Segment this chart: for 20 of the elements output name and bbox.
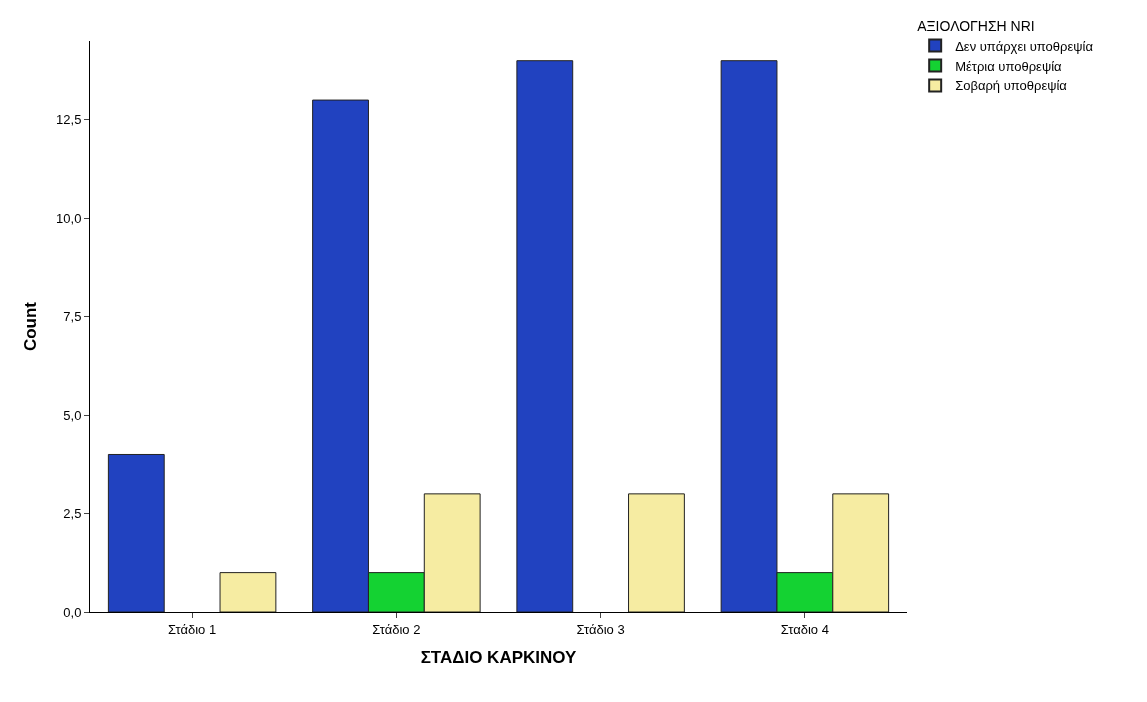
y-tick-label: 5,0 [63, 407, 82, 423]
x-tick-label: Σταδιο 4 [780, 621, 829, 637]
legend-label: Μέτρια υποθρεψία [955, 58, 1063, 74]
y-tick-label: 0,0 [63, 604, 82, 620]
y-tick-label: 12,5 [56, 112, 82, 128]
y-tick-label: 10,0 [56, 210, 82, 226]
legend-title: ΑΞΙΟΛΟΓΗΣΗ NRI [917, 17, 1035, 34]
x-tick-label: Στάδιο 2 [372, 621, 421, 637]
bar [516, 60, 574, 612]
y-tick-label: 7,5 [63, 309, 82, 325]
y-axis-title: Count [20, 301, 40, 352]
bar [628, 493, 685, 612]
legend-label: Σοβαρή υποθρεψία [955, 78, 1068, 94]
x-tick-label: Στάδιο 3 [576, 621, 625, 637]
bar [219, 572, 277, 612]
legend-label: Δεν υπάρχει υποθρεψία [955, 38, 1094, 54]
y-tick-label: 2,5 [63, 506, 82, 522]
x-axis-title: ΣΤΑΔΙΟ ΚΑΡΚΙΝΟΥ [420, 648, 578, 667]
bar [107, 453, 165, 612]
x-tick-label: Στάδιο 1 [168, 621, 217, 637]
